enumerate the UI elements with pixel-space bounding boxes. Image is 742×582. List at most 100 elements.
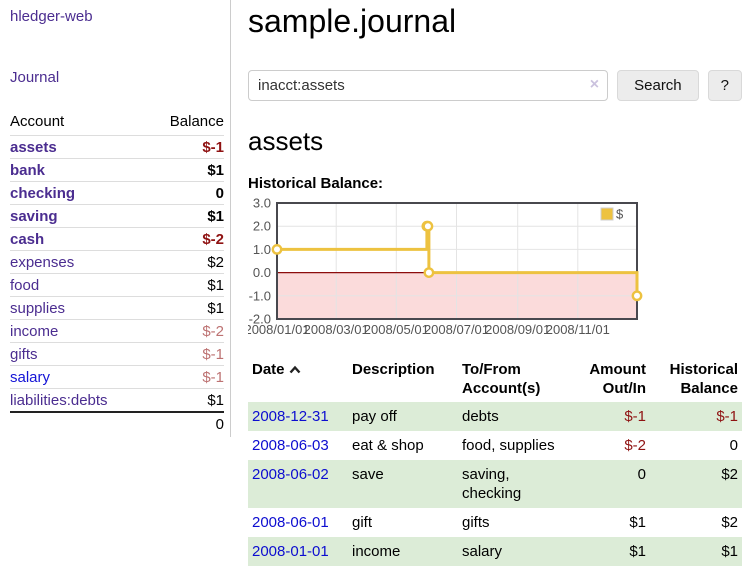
accounts-total-value: 0 xyxy=(215,415,224,433)
account-row: saving $1 xyxy=(10,204,224,228)
account-balance: $-1 xyxy=(202,368,224,386)
table-row: 2008-01-01 income salary $1 $1 xyxy=(248,537,742,566)
amount-cell: $1 xyxy=(629,514,646,531)
header-line: Historical xyxy=(654,360,738,379)
table-row: 2008-06-01 gift gifts $1 $2 xyxy=(248,508,742,537)
register-table: Date Description To/From Account(s) Amount Ou… xyxy=(248,356,742,566)
account-cell: liabilities:debts xyxy=(10,389,148,413)
account-link[interactable]: cash xyxy=(10,230,45,248)
date-link[interactable]: 2008-12-31 xyxy=(252,408,329,425)
sidebar-item-journal[interactable]: Journal xyxy=(10,69,60,86)
clear-search-icon[interactable]: × xyxy=(589,76,600,93)
date-cell: 2008-12-31 xyxy=(248,402,348,431)
account-link[interactable]: bank xyxy=(10,161,46,179)
account-balance: $1 xyxy=(207,299,224,317)
accounts-total-row: 0 xyxy=(10,412,224,435)
svg-text:-1.0: -1.0 xyxy=(249,288,271,303)
account-cell: gifts xyxy=(10,343,148,366)
search-form: × Search ? xyxy=(248,70,742,101)
legend-swatch xyxy=(600,207,614,221)
date-cell: 2008-06-01 xyxy=(248,508,348,537)
svg-text:0.0: 0.0 xyxy=(253,265,271,280)
account-cell: salary xyxy=(10,366,148,389)
plot-border xyxy=(276,202,638,320)
account-row: checking 0 xyxy=(10,181,224,205)
accounts-cell: food, supplies xyxy=(462,437,555,454)
app-title-link[interactable]: hledger-web xyxy=(10,8,93,25)
account-row: assets $-1 xyxy=(10,135,224,159)
account-balance: $1 xyxy=(207,276,224,294)
header-label: Date xyxy=(252,361,285,378)
header-line: Description xyxy=(352,360,454,379)
account-cell: bank xyxy=(10,159,148,182)
date-cell: 2008-06-02 xyxy=(248,460,348,508)
account-balance: $-2 xyxy=(202,230,224,248)
account-link[interactable]: supplies xyxy=(10,299,66,317)
header-line: Balance xyxy=(680,380,738,397)
account-balance: 0 xyxy=(215,184,224,202)
account-link[interactable]: salary xyxy=(10,368,51,386)
svg-text:1.0: 1.0 xyxy=(253,242,271,257)
date-link[interactable]: 2008-01-01 xyxy=(252,543,329,560)
account-balance: $1 xyxy=(207,207,224,225)
register-header-row: Date Description To/From Account(s) Amount Ou… xyxy=(248,356,742,402)
balance-cell: $2 xyxy=(721,514,738,531)
account-link[interactable]: checking xyxy=(10,184,76,202)
data-point-marker xyxy=(422,220,434,232)
balance-cell: $-1 xyxy=(716,408,738,425)
account-cell: income xyxy=(10,320,148,343)
description-cell: income xyxy=(352,543,401,560)
balance-cell: $1 xyxy=(721,543,738,560)
account-cell: expenses xyxy=(10,251,148,274)
account-row: supplies $1 xyxy=(10,296,224,320)
register-col-date[interactable]: Date xyxy=(248,356,348,402)
search-input[interactable] xyxy=(248,70,609,101)
accounts-cell: gifts xyxy=(462,514,490,531)
date-cell: 2008-06-03 xyxy=(248,431,348,460)
description-cell: pay off xyxy=(352,408,397,425)
account-cell: assets xyxy=(10,136,148,159)
legend-label: $ xyxy=(616,207,624,222)
account-link[interactable]: expenses xyxy=(10,253,75,271)
balance-chart[interactable]: 3.0 2.0 1.0 0.0 -1.0 -2.0 2008/01/01 2008/03/01… xyxy=(244,196,742,350)
account-link[interactable]: liabilities:debts xyxy=(10,391,108,409)
date-link[interactable]: 2008-06-03 xyxy=(252,437,329,454)
register-col-description: Description xyxy=(348,356,458,402)
balance-cell: 0 xyxy=(729,437,738,454)
amount-cell: $-1 xyxy=(624,408,646,425)
account-link[interactable]: food xyxy=(10,276,40,294)
date-link[interactable]: 2008-06-02 xyxy=(252,466,329,483)
search-button[interactable]: Search xyxy=(617,70,699,101)
svg-text:-2.0: -2.0 xyxy=(249,312,271,327)
account-link[interactable]: gifts xyxy=(10,345,38,363)
accounts-col-account: Account xyxy=(10,113,65,130)
balance-cell: $2 xyxy=(721,466,738,483)
description-cell: save xyxy=(352,466,384,483)
help-button[interactable]: ? xyxy=(707,70,742,101)
amount-cell: $1 xyxy=(629,543,646,560)
header-label: Amount xyxy=(589,361,646,378)
account-link[interactable]: saving xyxy=(10,207,58,225)
svg-text:2008/07/01: 2008/07/01 xyxy=(424,322,489,337)
register-col-tofrom: To/From Account(s) xyxy=(458,356,570,402)
accounts-table: Account Balance assets $-1 bank $1 checking 0… xyxy=(10,110,224,435)
page-title: sample.journal xyxy=(248,3,457,39)
account-link[interactable]: income xyxy=(10,322,59,340)
header-line: Out/In xyxy=(602,380,646,397)
accounts-col-balance: Balance xyxy=(169,113,224,130)
amount-cell: $-2 xyxy=(624,437,646,454)
table-row: 2008-12-31 pay off debts $-1 $-1 xyxy=(248,402,742,431)
svg-text:2008/09/01: 2008/09/01 xyxy=(485,322,550,337)
table-row: 2008-06-02 save saving, checking 0 $2 xyxy=(248,460,742,508)
chart-title: Historical Balance: xyxy=(248,175,384,192)
account-cell: supplies xyxy=(10,297,148,320)
account-link[interactable]: assets xyxy=(10,138,57,156)
balance-chart-svg: 3.0 2.0 1.0 0.0 -1.0 -2.02008/01/012008/03/01… xyxy=(244,196,643,337)
svg-text:2.0: 2.0 xyxy=(253,219,271,234)
account-balance: $-1 xyxy=(202,345,224,363)
date-link[interactable]: 2008-06-01 xyxy=(252,514,329,531)
account-cell: cash xyxy=(10,228,148,251)
header-line: Amount xyxy=(574,360,646,379)
account-balance: $1 xyxy=(207,161,224,179)
date-cell: 2008-01-01 xyxy=(248,537,348,566)
